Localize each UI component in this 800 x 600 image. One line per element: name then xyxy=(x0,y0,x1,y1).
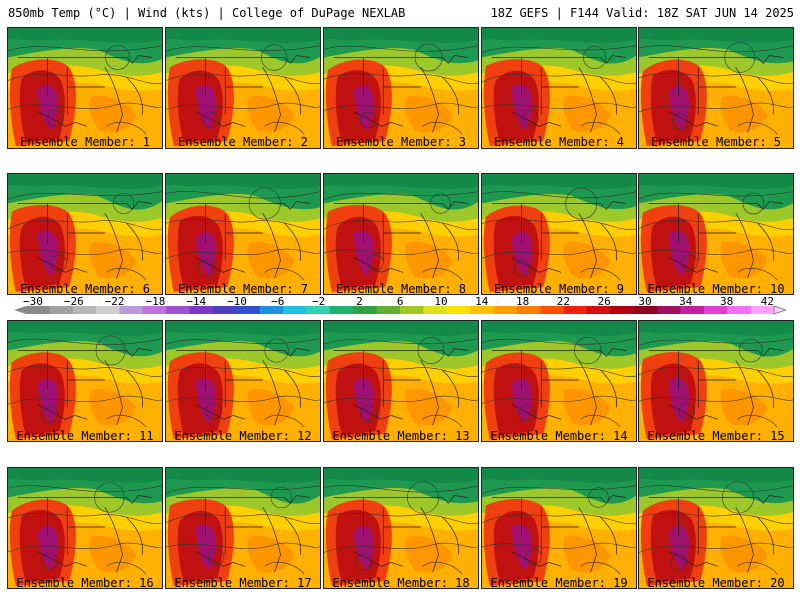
ensemble-map-panel xyxy=(481,467,637,589)
colorbar-tick-label: −2 xyxy=(311,295,326,308)
ensemble-map-panel xyxy=(7,467,163,589)
colorbar-swatch xyxy=(680,306,705,314)
ensemble-map-panel xyxy=(481,320,637,442)
ensemble-map-panel xyxy=(323,27,479,149)
colorbar-swatch xyxy=(610,306,635,314)
ensemble-member-label: Ensemble Member: 10 xyxy=(647,282,785,296)
header-title: 850mb Temp (°C) | Wind (kts) | College o… xyxy=(8,6,406,20)
colorbar-tick-label: −6 xyxy=(271,295,285,308)
ensemble-member-label: Ensemble Member: 13 xyxy=(332,429,470,443)
colorbar-swatch xyxy=(703,306,728,314)
ensemble-member-label: Ensemble Member: 8 xyxy=(335,282,467,296)
colorbar-swatch xyxy=(400,306,424,314)
colorbar-swatch xyxy=(587,306,611,314)
ensemble-map-panel xyxy=(481,173,637,295)
colorbar-tick-label: −10 xyxy=(227,295,247,308)
colorbar-swatch xyxy=(493,306,518,314)
colorbar-swatch xyxy=(166,306,191,314)
colorbar-tick-label: −18 xyxy=(145,295,166,308)
colorbar-left-arrow xyxy=(14,306,26,314)
ensemble-member-label: Ensemble Member: 17 xyxy=(174,576,312,590)
colorbar-swatch xyxy=(446,306,471,314)
ensemble-map-panel xyxy=(7,173,163,295)
ensemble-member-label: Ensemble Member: 16 xyxy=(16,576,154,590)
colorbar-tick-label: 42 xyxy=(760,295,775,308)
ensemble-map-panel xyxy=(7,27,163,149)
colorbar-tick-label: 18 xyxy=(515,295,530,308)
colorbar-tick-label: −26 xyxy=(63,295,84,308)
colorbar-tick-label: 2 xyxy=(356,295,363,308)
colorbar-swatch xyxy=(353,306,378,314)
colorbar-swatch xyxy=(96,306,120,314)
ensemble-member-label: Ensemble Member: 9 xyxy=(493,282,625,296)
ensemble-map-panel xyxy=(323,173,479,295)
colorbar-swatch xyxy=(376,306,401,314)
colorbar-swatch xyxy=(563,306,588,314)
ensemble-map-panel xyxy=(638,173,794,295)
ensemble-member-label: Ensemble Member: 11 xyxy=(16,429,154,443)
colorbar-tick-label: 14 xyxy=(475,295,489,308)
ensemble-map-panel xyxy=(165,27,321,149)
ensemble-map-panel xyxy=(638,320,794,442)
colorbar-tick-label: −22 xyxy=(104,295,125,308)
colorbar-tick-label: 10 xyxy=(434,295,448,308)
ensemble-member-label: Ensemble Member: 1 xyxy=(19,135,151,149)
ensemble-member-label: Ensemble Member: 4 xyxy=(493,135,625,149)
ensemble-member-label: Ensemble Member: 5 xyxy=(650,135,782,149)
ensemble-map-panel xyxy=(165,467,321,589)
colorbar-tick-label: 34 xyxy=(679,295,693,308)
header-valid-time: 18Z GEFS | F144 Valid: 18Z SAT JUN 14 20… xyxy=(490,6,794,20)
colorbar-swatch xyxy=(516,306,541,314)
ensemble-member-label: Ensemble Member: 18 xyxy=(332,576,470,590)
ensemble-member-label: Ensemble Member: 19 xyxy=(490,576,628,590)
colorbar-tick-label: 22 xyxy=(556,295,571,308)
ensemble-member-label: Ensemble Member: 6 xyxy=(19,282,151,296)
colorbar-swatch xyxy=(470,306,494,314)
ensemble-member-label: Ensemble Member: 3 xyxy=(335,135,467,149)
colorbar-swatch xyxy=(189,306,214,314)
colorbar-swatch xyxy=(540,306,565,314)
colorbar-swatch xyxy=(423,306,448,314)
colorbar-swatch xyxy=(49,306,74,314)
colorbar-swatch xyxy=(72,306,97,314)
colorbar-swatch xyxy=(119,306,144,314)
colorbar-tick-label: −30 xyxy=(23,295,43,308)
colorbar-swatch xyxy=(259,306,284,314)
colorbar-swatch xyxy=(283,306,307,314)
temperature-colorbar xyxy=(14,305,786,315)
ensemble-map-panel xyxy=(481,27,637,149)
colorbar-tick-label: 30 xyxy=(638,295,652,308)
colorbar-swatch xyxy=(633,306,658,314)
ensemble-member-label: Ensemble Member: 7 xyxy=(177,282,309,296)
colorbar-swatch xyxy=(306,306,331,314)
colorbar-tick-label: 26 xyxy=(597,295,611,308)
ensemble-map-panel xyxy=(638,27,794,149)
colorbar-swatch xyxy=(142,306,167,314)
colorbar-swatch xyxy=(236,306,261,314)
ensemble-map-panel xyxy=(323,467,479,589)
colorbar-tick-label: 38 xyxy=(719,295,734,308)
colorbar-swatch xyxy=(329,306,354,314)
ensemble-member-label: Ensemble Member: 2 xyxy=(177,135,309,149)
ensemble-map-panel xyxy=(323,320,479,442)
ensemble-map-panel xyxy=(638,467,794,589)
ensemble-map-panel xyxy=(165,320,321,442)
ensemble-member-label: Ensemble Member: 15 xyxy=(647,429,785,443)
colorbar-swatch xyxy=(727,306,752,314)
ensemble-member-label: Ensemble Member: 14 xyxy=(490,429,628,443)
ensemble-member-label: Ensemble Member: 20 xyxy=(647,576,785,590)
colorbar-tick-label: −14 xyxy=(186,295,207,308)
colorbar-swatch xyxy=(26,306,50,314)
colorbar-swatch xyxy=(657,306,681,314)
ensemble-map-panel xyxy=(165,173,321,295)
colorbar-ticks: −30 −26 −22 −18 −14 −10 −6 −2 2 6 10 14 18 22 26 30 34 38… xyxy=(0,295,800,309)
colorbar-swatch xyxy=(213,306,237,314)
colorbar-right-arrow xyxy=(773,305,786,315)
ensemble-member-label: Ensemble Member: 12 xyxy=(174,429,312,443)
ensemble-map-panel xyxy=(7,320,163,442)
colorbar-tick-label: 6 xyxy=(396,295,404,308)
colorbar-swatch xyxy=(750,306,775,314)
